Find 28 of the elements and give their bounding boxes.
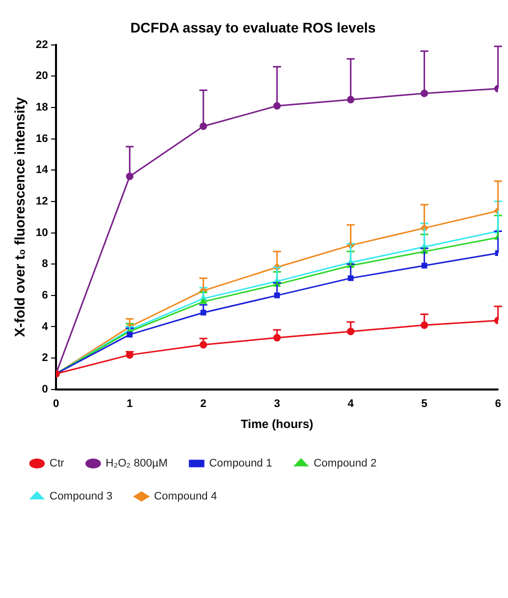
x-tick-label: 4 (348, 398, 355, 410)
y-tick-label: 22 (36, 38, 48, 51)
legend-label: Compound 4 (154, 490, 217, 503)
x-tick-label: 1 (126, 398, 133, 410)
y-tick-label: 4 (42, 320, 49, 333)
y-tick-label: 14 (36, 164, 49, 176)
legend-label: H₂O₂ 800µM (106, 458, 168, 470)
x-tick-label: 2 (200, 398, 206, 410)
y-axis-title: X-fold over t₀ fluorescence intensity (11, 97, 28, 337)
y-tick-label: 18 (36, 101, 48, 114)
y-tick-label: 6 (42, 289, 48, 302)
y-tick-label: 10 (36, 226, 48, 239)
x-tick-label: 0 (52, 398, 60, 410)
y-tick-label: 16 (36, 132, 48, 145)
y-tick-label: 20 (36, 70, 48, 82)
x-axis-title: Time (hours) (240, 417, 314, 432)
y-tick-label: 2 (42, 352, 48, 364)
legend-label: Ctr (50, 458, 64, 470)
legend-label: Compound 3 (50, 490, 112, 503)
chart-title: DCFDA assay to evaluate ROS levels (130, 19, 376, 36)
x-tick-label: 6 (494, 398, 502, 410)
legend-label: Compound 2 (314, 458, 377, 470)
x-tick-label: 3 (274, 398, 280, 410)
y-tick-label: 8 (42, 258, 48, 270)
y-tick-label: 12 (36, 195, 48, 208)
legend-label: Compound 1 (209, 458, 272, 470)
x-tick-label: 5 (421, 398, 428, 410)
y-tick-label: 0 (42, 383, 48, 396)
